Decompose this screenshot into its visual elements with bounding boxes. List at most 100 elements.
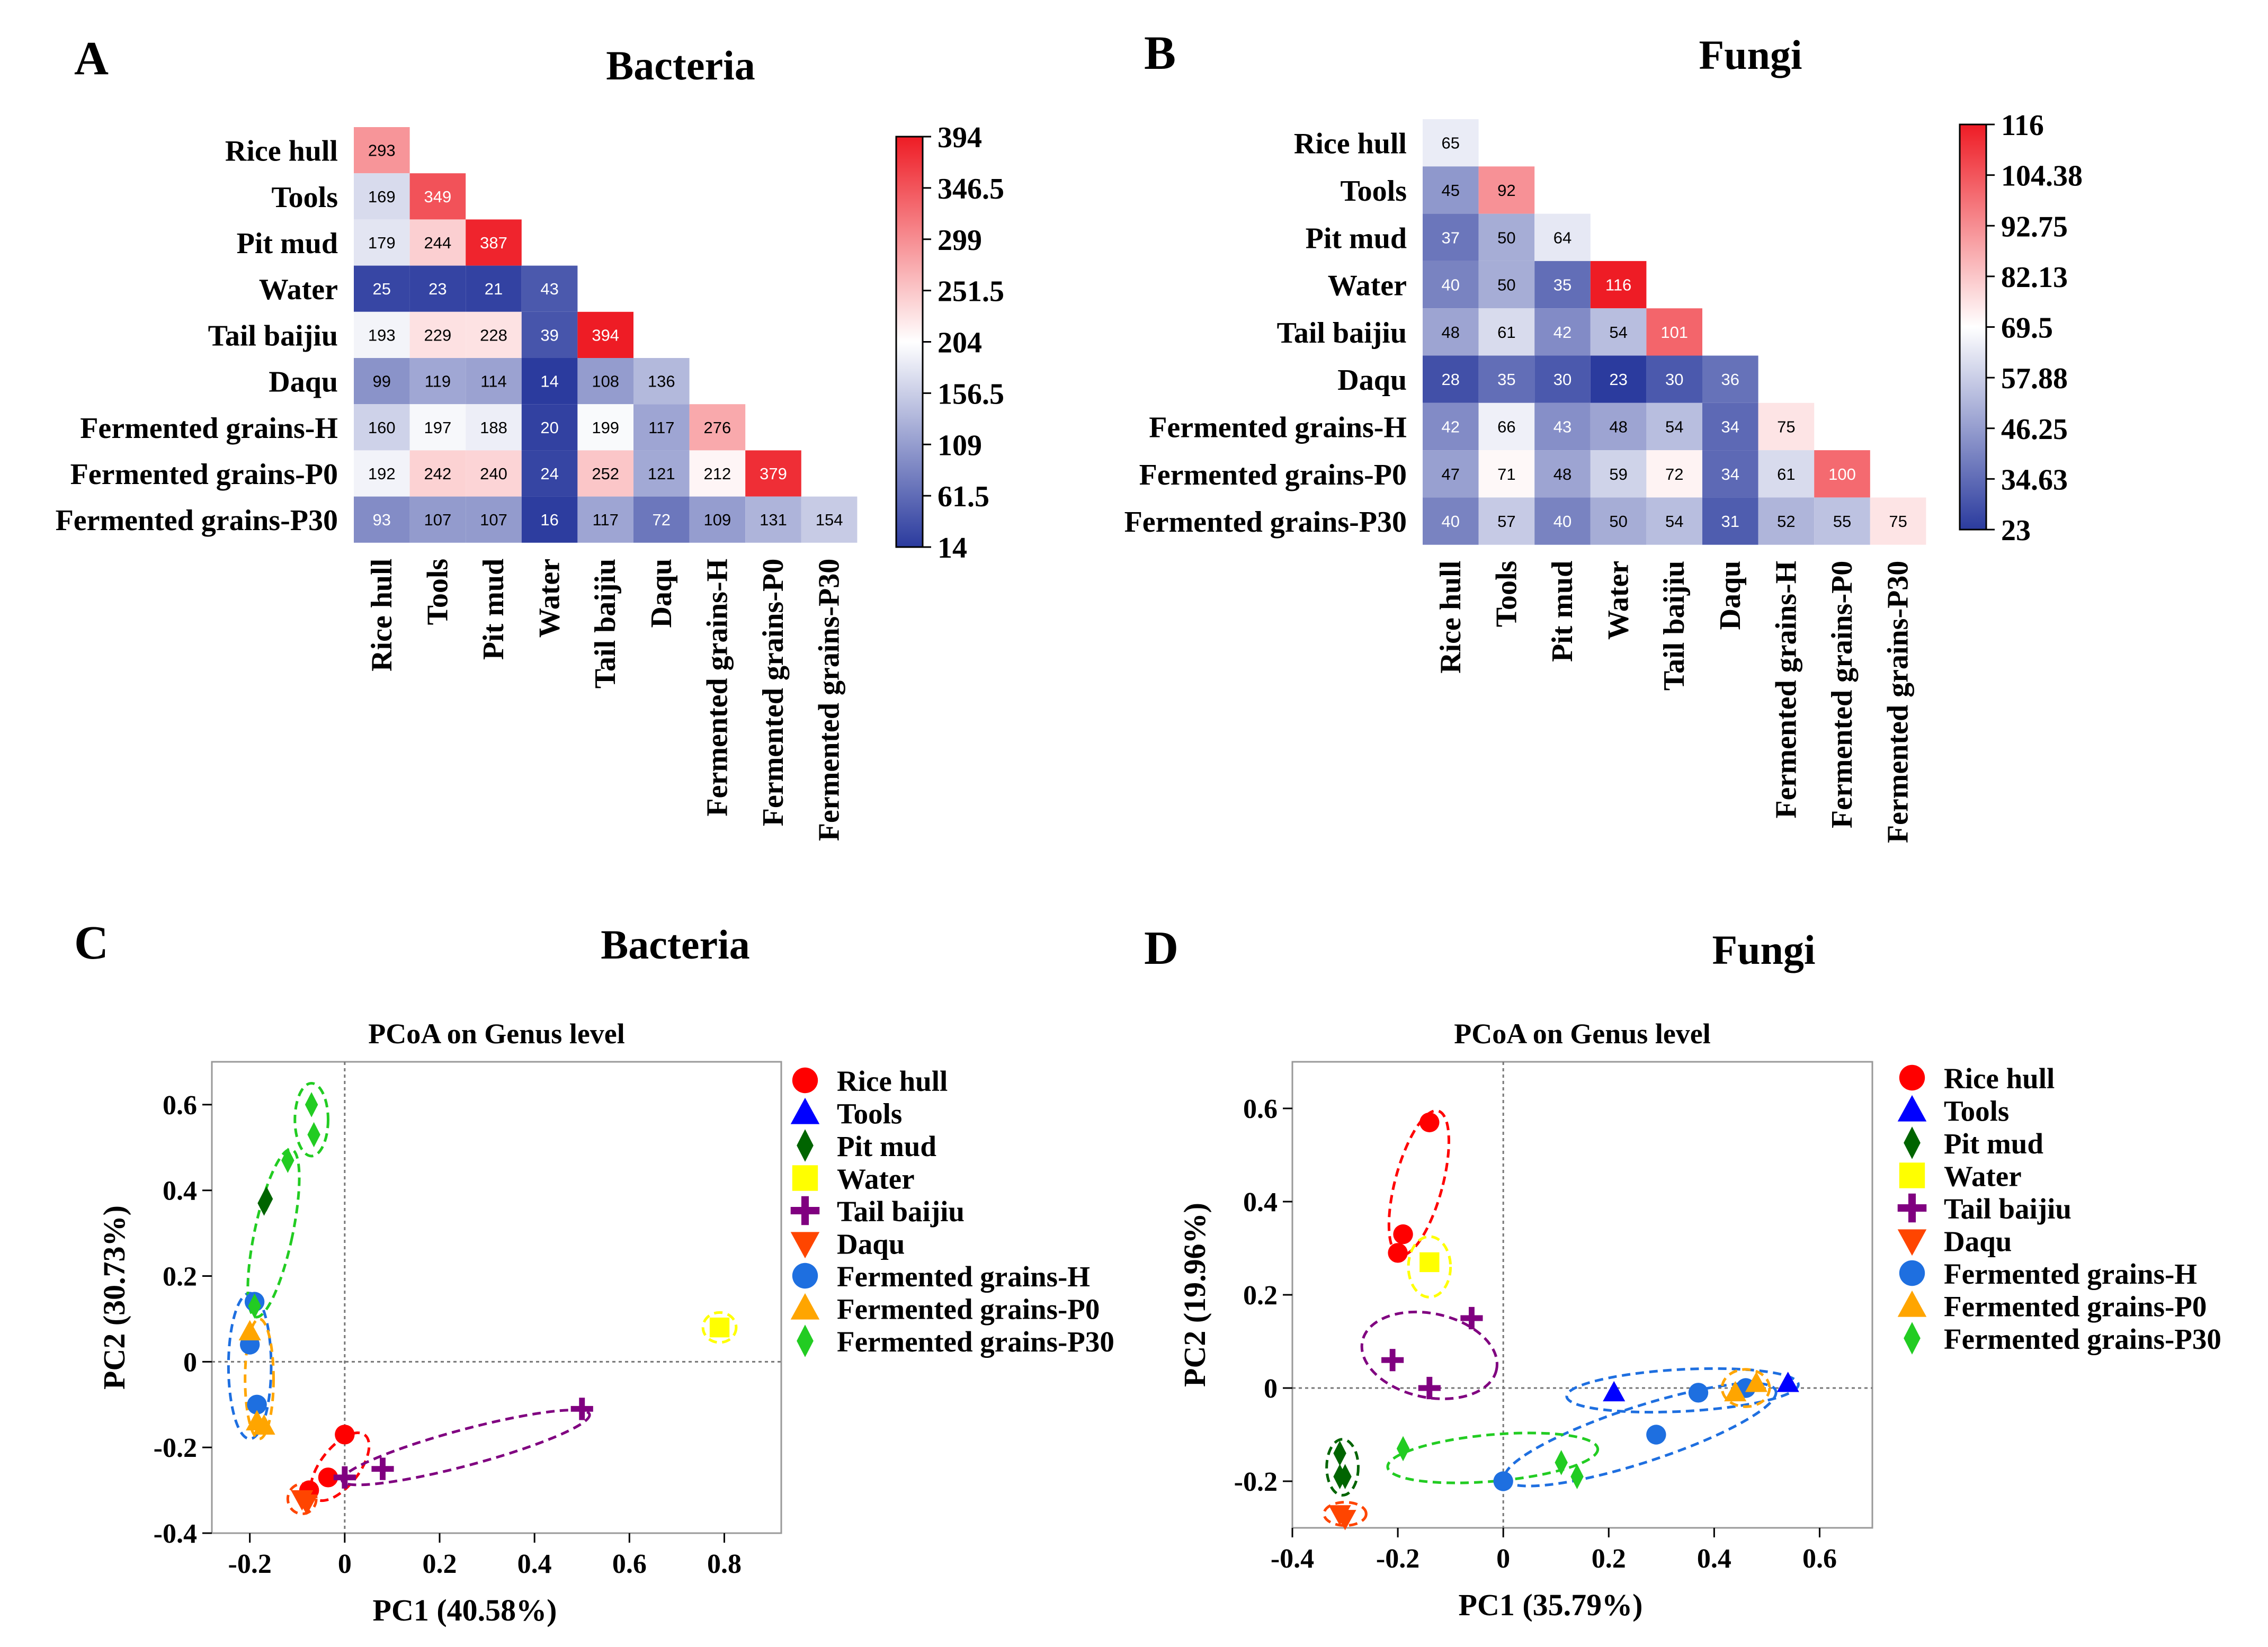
- heat-cell: [1423, 308, 1479, 356]
- marker-diamond: [307, 1122, 320, 1148]
- y-tick-label: 0.6: [1243, 1094, 1278, 1124]
- heat-cell-value: 244: [424, 234, 452, 252]
- heat-cell: [466, 450, 522, 497]
- colorbar: [895, 136, 924, 548]
- heat-cell: [1646, 402, 1702, 451]
- heat-cell: [1423, 450, 1479, 498]
- marker-circle: [335, 1425, 355, 1445]
- heat-cell: [633, 450, 690, 497]
- heat-cell: [354, 265, 410, 312]
- legend-label-tail-baijiu: Tail baijiu: [1944, 1193, 2071, 1225]
- heat-cell: [1478, 355, 1535, 403]
- heat-cell: [1758, 402, 1815, 451]
- y-tick-label: 0: [183, 1347, 197, 1377]
- ellipse-fermented-grains-p30: [1386, 1431, 1600, 1484]
- colorbar-tick-label: 34.63: [2001, 463, 2068, 496]
- colorbar-tick-label: 61.5: [937, 480, 989, 513]
- marker-square: [1899, 1162, 1925, 1188]
- colorbar-tick-label: 14: [937, 532, 967, 565]
- heat-cell: [466, 358, 522, 405]
- marker-triangle: [1897, 1095, 1927, 1122]
- marker-triangle: [1745, 1372, 1768, 1392]
- heat-cell-value: 379: [760, 464, 787, 483]
- heat-cell-value: 228: [480, 326, 507, 344]
- marker-circle: [1493, 1471, 1513, 1491]
- heat-cell: [1814, 497, 1870, 545]
- marker-circle: [1388, 1243, 1408, 1263]
- col-label-pit-mud: Pit mud: [477, 559, 510, 660]
- ellipse-tail-baijiu: [1360, 1310, 1498, 1400]
- heat-cell-value: 52: [1777, 512, 1795, 531]
- heat-cell: [1478, 497, 1535, 545]
- heat-cell-value: 64: [1553, 228, 1571, 247]
- marker-triangle: [246, 1410, 269, 1430]
- heat-cell: [1478, 402, 1535, 451]
- heat-cell-value: 197: [424, 418, 452, 437]
- heat-cell-value: 72: [1665, 465, 1683, 484]
- heat-cell: [689, 450, 746, 497]
- x-tick-label: 0.6: [1802, 1544, 1837, 1574]
- heat-cell: [1590, 497, 1647, 545]
- col-label-fermented-grains-p30: Fermented grains-P30: [813, 559, 846, 841]
- heat-cell-value: 107: [480, 511, 507, 529]
- marker-circle: [1646, 1425, 1666, 1445]
- ellipse-fermented-grains-h: [1503, 1382, 1778, 1488]
- colorbar-tick-label: 251.5: [937, 275, 1004, 308]
- heat-cell: [409, 219, 466, 266]
- heat-cell-value: 75: [1889, 512, 1907, 531]
- x-axis-label: PC1 (35.79%): [1459, 1588, 1643, 1622]
- marker-triangle: [790, 1293, 820, 1320]
- heat-cell: [466, 265, 522, 312]
- col-label-fermented-grains-h: Fermented grains-H: [701, 559, 734, 817]
- heat-cell-value: 54: [1665, 417, 1683, 436]
- colorbar: [1959, 123, 1987, 531]
- ellipse-fermented-grains-p0: [1720, 1368, 1771, 1408]
- heat-cell-value: 30: [1665, 370, 1683, 389]
- marker-triangle: [1776, 1372, 1799, 1392]
- marker-plus: [790, 1196, 820, 1225]
- marker-invtriangle: [1897, 1229, 1927, 1256]
- heat-cell: [577, 311, 633, 358]
- heat-cell: [466, 219, 522, 266]
- marker-plus: [1460, 1306, 1483, 1330]
- pcoa-fungi: PCoA on Genus level -0.4 -0.2 0 0.2 0.4 0.6 0.6…: [1177, 1018, 2221, 1622]
- marker-plus: [1897, 1193, 1927, 1223]
- heat-cell: [521, 450, 578, 497]
- marker-circle: [1393, 1224, 1413, 1245]
- heat-cell: [521, 496, 578, 543]
- heat-cell-value: 394: [592, 326, 619, 344]
- y-axis-label: PC2 (19.96%): [1177, 1203, 1212, 1387]
- row-label-fermented-grains-p30: Fermented grains-P30: [1124, 506, 1407, 539]
- heat-cell-value: 45: [1442, 181, 1460, 200]
- heat-cell-value: 293: [368, 141, 396, 160]
- marker-diamond: [1333, 1464, 1346, 1489]
- col-label-tail-baijiu: Tail baijiu: [1658, 561, 1691, 691]
- heat-cell: [1478, 213, 1535, 261]
- ellipse-rice-hull: [1387, 1109, 1450, 1257]
- heat-cell-value: 242: [424, 464, 452, 483]
- row-label-fermented-grains-p30: Fermented grains-P30: [56, 504, 338, 537]
- marker-diamond: [1396, 1436, 1410, 1462]
- heat-cell: [1423, 497, 1479, 545]
- heat-cell-value: 30: [1553, 370, 1571, 389]
- heat-cell-value: 54: [1665, 512, 1683, 531]
- heat-cell: [577, 496, 633, 543]
- heat-cell: [577, 358, 633, 405]
- colorbar-tick-label: 346.5: [937, 173, 1004, 205]
- heat-cell: [1590, 308, 1647, 356]
- row-label-fermented-grains-p0: Fermented grains-P0: [1139, 459, 1407, 491]
- heat-cell: [801, 496, 858, 543]
- marker-circle: [792, 1067, 818, 1094]
- heat-cell-value: 25: [373, 280, 391, 298]
- heat-cell-value: 61: [1777, 465, 1795, 484]
- heat-cell-value: 48: [1553, 465, 1571, 484]
- heat-cell: [1646, 497, 1702, 545]
- plot-subtitle: PCoA on Genus level: [368, 1018, 625, 1050]
- marker-plus: [1418, 1376, 1441, 1400]
- row-label-tools: Tools: [271, 181, 338, 214]
- x-tick-label: -0.2: [228, 1549, 272, 1579]
- col-label-daqu: Daqu: [645, 559, 678, 628]
- heat-cell-value: 92: [1497, 181, 1515, 200]
- legend-label-fermented-grains-p0: Fermented grains-P0: [837, 1293, 1100, 1326]
- y-tick-label: 0.2: [163, 1262, 197, 1292]
